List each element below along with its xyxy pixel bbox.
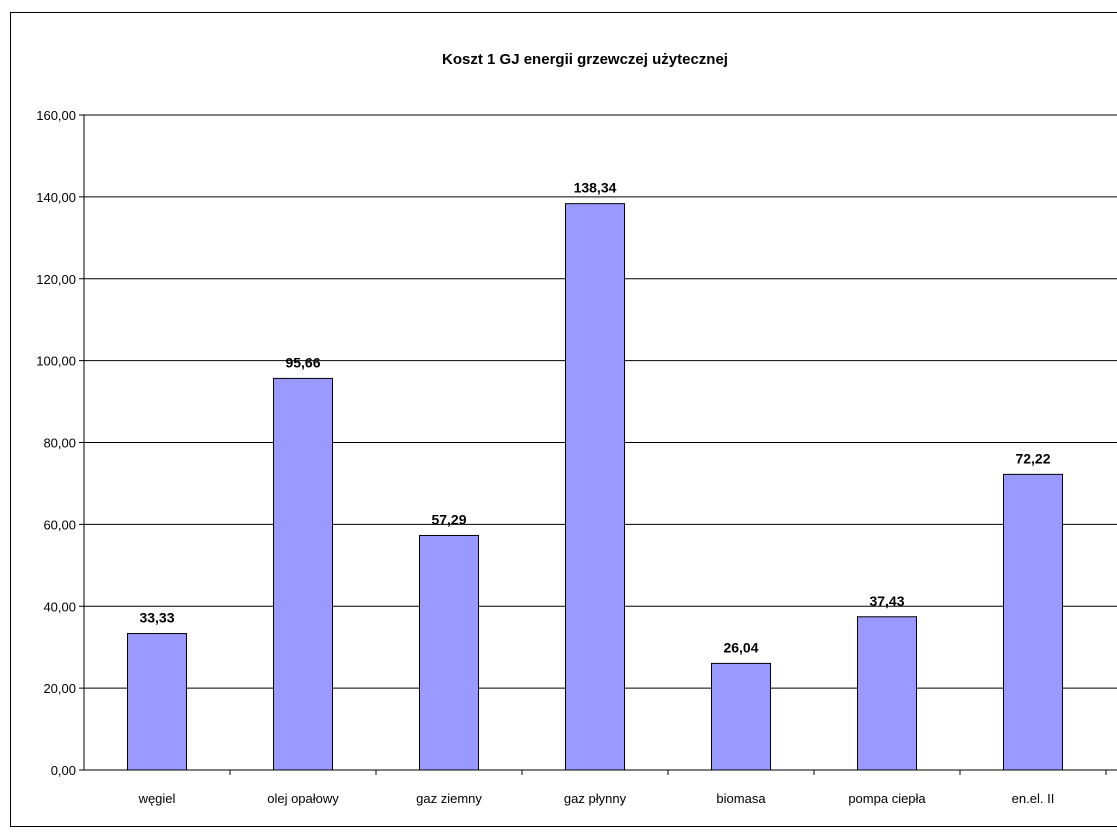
y-tick-label: 120,00 (36, 272, 76, 287)
bar (127, 633, 187, 771)
bar (857, 616, 917, 771)
y-tick-label: 40,00 (43, 599, 76, 614)
x-tick-label: gaz płynny (564, 791, 627, 806)
y-tick-label: 20,00 (43, 681, 76, 696)
x-tick-label: gaz ziemny (416, 791, 482, 806)
y-tick-label: 0,00 (51, 763, 76, 778)
x-tick-label: pompa ciepła (848, 791, 926, 806)
data-label: 57,29 (431, 511, 466, 527)
data-label: 33,33 (139, 610, 174, 626)
y-tick-label: 80,00 (43, 436, 76, 451)
bar (565, 203, 625, 771)
x-tick-label: en.el. II (1012, 791, 1055, 806)
bar-chart: Koszt 1 GJ energii grzewczej użytecznej … (36, 51, 1117, 806)
axes (79, 114, 1117, 775)
chart-title: Koszt 1 GJ energii grzewczej użytecznej (442, 51, 728, 68)
bar (1003, 473, 1063, 771)
data-label: 37,43 (869, 593, 904, 609)
bar (419, 534, 479, 771)
data-label: 95,66 (285, 354, 320, 370)
data-label: 26,04 (723, 639, 758, 655)
y-tick-label: 60,00 (43, 517, 76, 532)
y-tick-label: 100,00 (36, 354, 76, 369)
x-tick-label: biomasa (716, 791, 766, 806)
bar (711, 662, 771, 771)
labels: 0,00 20,00 40,00 60,00 80,00 100,00 120,00 140,… (36, 108, 1054, 806)
data-label: 72,22 (1015, 450, 1050, 466)
x-tick-label: olej opałowy (267, 791, 339, 806)
bar (273, 377, 333, 771)
y-tick-label: 160,00 (36, 108, 76, 123)
y-tick-label: 140,00 (36, 190, 76, 205)
data-label: 138,34 (574, 180, 617, 196)
x-tick-label: węgiel (138, 791, 176, 806)
chart-frame: Koszt 1 GJ energii grzewczej użytecznej … (10, 12, 1117, 827)
bars (127, 203, 1063, 771)
